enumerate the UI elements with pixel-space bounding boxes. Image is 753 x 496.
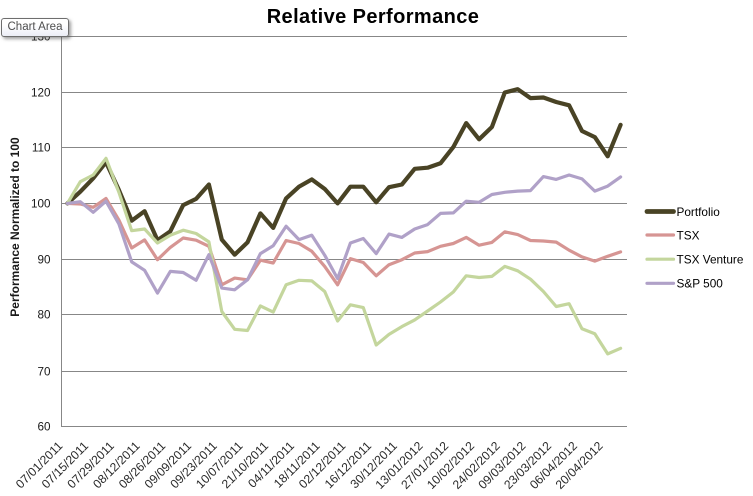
svg-text:110: 110: [32, 142, 51, 155]
svg-text:TSX Venture: TSX Venture: [677, 253, 744, 267]
svg-text:80: 80: [37, 309, 51, 322]
svg-text:Relative Performance: Relative Performance: [267, 6, 480, 28]
svg-text:100: 100: [31, 198, 51, 211]
svg-text:70: 70: [37, 366, 51, 379]
svg-text:S&P 500: S&P 500: [677, 277, 724, 291]
svg-text:Portfolio: Portfolio: [677, 205, 721, 219]
svg-text:Performance Normalized to 100: Performance Normalized to 100: [8, 137, 22, 317]
svg-text:60: 60: [37, 421, 51, 434]
svg-text:TSX: TSX: [677, 228, 700, 242]
svg-text:90: 90: [37, 254, 51, 267]
svg-text:120: 120: [31, 87, 51, 100]
